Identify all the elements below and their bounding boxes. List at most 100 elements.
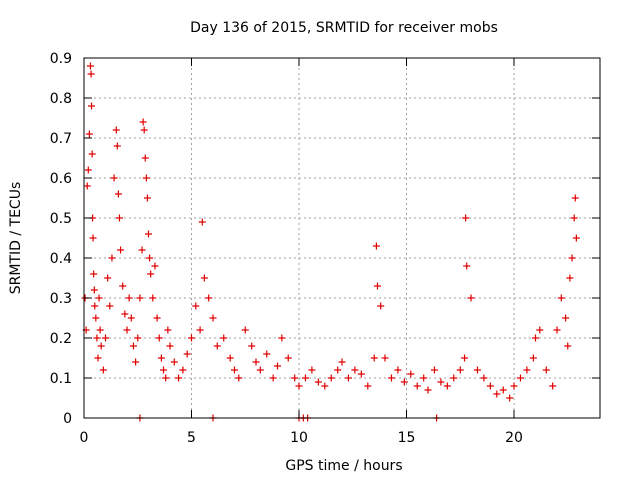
data-point xyxy=(467,294,475,302)
data-point xyxy=(88,102,96,110)
data-point xyxy=(372,242,380,250)
data-point xyxy=(557,294,565,302)
data-point xyxy=(568,254,576,262)
data-point xyxy=(461,354,469,362)
data-point xyxy=(138,246,146,254)
data-point xyxy=(151,262,159,270)
data-point xyxy=(493,390,501,398)
data-point xyxy=(437,378,445,386)
data-points xyxy=(81,62,580,422)
data-point xyxy=(321,382,329,390)
data-point xyxy=(387,374,395,382)
y-axis-tick-labels: 0 0.1 0.2 0.3 0.4 0.5 0.6 0.7 0.8 0.9 xyxy=(50,51,72,427)
x-axis-label: GPS time / hours xyxy=(285,458,402,474)
data-point xyxy=(523,366,531,374)
y-tick-label: 0.9 xyxy=(50,51,72,67)
y-tick-label: 0.6 xyxy=(50,171,72,187)
data-point xyxy=(327,374,335,382)
data-point xyxy=(90,270,98,278)
data-point xyxy=(127,314,135,322)
data-point xyxy=(529,354,537,362)
data-point xyxy=(155,334,163,342)
x-tick-label: 0 xyxy=(80,430,89,446)
data-point xyxy=(231,366,238,374)
data-point xyxy=(113,142,121,150)
data-point xyxy=(351,366,359,374)
data-point xyxy=(364,382,372,390)
data-point xyxy=(153,314,161,322)
data-point xyxy=(104,274,112,282)
data-point xyxy=(87,70,95,78)
data-point xyxy=(196,326,204,334)
data-point xyxy=(420,374,428,382)
data-point xyxy=(97,342,105,350)
data-point xyxy=(132,358,140,366)
data-point xyxy=(443,382,451,390)
data-point xyxy=(145,230,152,238)
data-point xyxy=(413,382,421,390)
data-point xyxy=(381,354,389,362)
data-point xyxy=(456,366,464,374)
data-point xyxy=(141,154,149,162)
data-point xyxy=(99,366,107,374)
data-point xyxy=(146,254,154,262)
data-point xyxy=(394,366,402,374)
data-point xyxy=(125,294,133,302)
data-point xyxy=(463,262,471,270)
data-point xyxy=(108,254,116,262)
chart-title: Day 136 of 2015, SRMTID for receiver mob… xyxy=(190,20,498,36)
data-point xyxy=(424,386,432,394)
data-point xyxy=(357,370,365,378)
y-tick-label: 0.5 xyxy=(50,211,72,227)
data-point xyxy=(147,270,155,278)
data-point xyxy=(235,374,243,382)
data-point xyxy=(164,326,172,334)
data-point xyxy=(115,214,123,222)
data-point xyxy=(532,334,539,342)
data-point xyxy=(370,354,378,362)
data-point xyxy=(462,214,470,222)
data-point xyxy=(430,366,438,374)
y-tick-label: 0 xyxy=(63,411,72,427)
data-point xyxy=(536,326,544,334)
data-point xyxy=(140,126,148,134)
data-point xyxy=(129,342,137,350)
data-point xyxy=(295,382,303,390)
data-point xyxy=(486,382,494,390)
data-point xyxy=(334,366,342,374)
data-point xyxy=(344,374,352,382)
y-axis-label: SRMTID / TECUs xyxy=(8,182,24,295)
y-tick-label: 0.4 xyxy=(50,251,72,267)
data-point xyxy=(84,166,92,174)
y-tick-label: 0.2 xyxy=(50,331,72,347)
data-point xyxy=(192,302,200,310)
data-point xyxy=(499,386,507,394)
data-point xyxy=(278,334,286,342)
data-point xyxy=(549,382,557,390)
data-point xyxy=(117,246,125,254)
data-point xyxy=(450,374,458,382)
data-point xyxy=(213,342,221,350)
axis-ticks xyxy=(83,57,600,419)
data-point xyxy=(274,362,281,370)
data-point xyxy=(542,366,550,374)
data-point xyxy=(571,194,579,202)
data-point xyxy=(119,282,127,290)
data-point xyxy=(142,174,150,182)
data-point xyxy=(114,190,122,198)
data-point xyxy=(269,374,277,382)
data-point xyxy=(157,354,165,362)
data-point xyxy=(200,274,208,282)
data-point xyxy=(308,366,316,374)
data-point xyxy=(220,334,228,342)
x-axis-tick-labels: 0 5 10 15 20 xyxy=(80,430,523,446)
data-point xyxy=(373,282,381,290)
data-point xyxy=(106,302,114,310)
data-point xyxy=(91,302,99,310)
x-tick-label: 5 xyxy=(187,430,196,446)
data-point xyxy=(88,150,96,158)
x-tick-label: 15 xyxy=(398,430,416,446)
data-point xyxy=(209,314,217,322)
